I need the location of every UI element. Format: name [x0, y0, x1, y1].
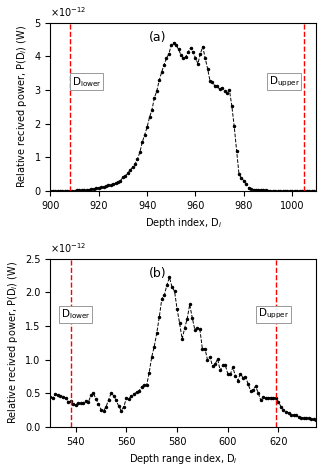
Y-axis label: Relative recived power, P(D$_i$) (W): Relative recived power, P(D$_i$) (W): [15, 25, 29, 188]
X-axis label: Depth range index, D$_i$: Depth range index, D$_i$: [129, 453, 238, 466]
Text: D$_{\rm lower}$: D$_{\rm lower}$: [61, 307, 91, 321]
Text: $\times 10^{-12}$: $\times 10^{-12}$: [50, 242, 87, 255]
Text: (b): (b): [149, 267, 166, 280]
Text: $\times 10^{-12}$: $\times 10^{-12}$: [50, 6, 87, 19]
Text: D$_{\rm upper}$: D$_{\rm upper}$: [258, 307, 289, 321]
Text: (a): (a): [149, 31, 166, 44]
Y-axis label: Relative recived power, P(D$_i$) (W): Relative recived power, P(D$_i$) (W): [5, 261, 20, 424]
X-axis label: Depth index, D$_i$: Depth index, D$_i$: [145, 217, 222, 230]
Text: D$_{\rm lower}$: D$_{\rm lower}$: [71, 75, 101, 89]
Text: D$_{\rm upper}$: D$_{\rm upper}$: [269, 75, 300, 89]
